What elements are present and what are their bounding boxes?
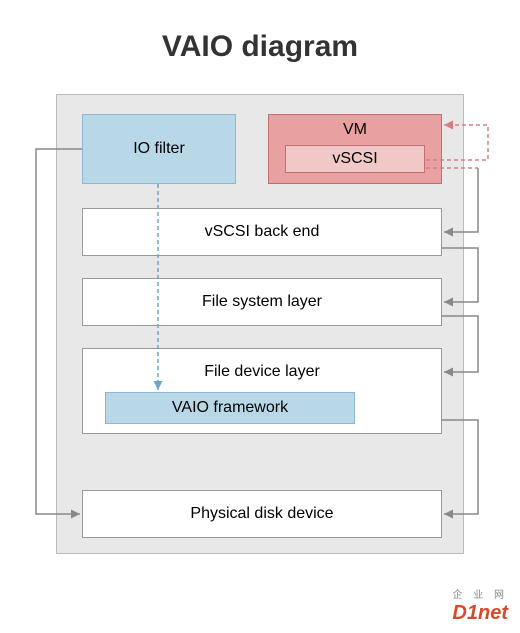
io-filter-label: IO filter <box>133 140 185 158</box>
file-system-box: File system layer <box>82 278 442 326</box>
vaio-framework-box: VAIO framework <box>105 392 355 424</box>
vscsi-backend-label: vSCSI back end <box>205 223 320 241</box>
vscsi-box: vSCSI <box>285 145 425 173</box>
physical-disk-box: Physical disk device <box>82 490 442 538</box>
file-device-label: File device layer <box>204 363 320 381</box>
page-title: VAIO diagram <box>0 0 520 84</box>
vm-box: VM vSCSI <box>268 114 442 184</box>
vscsi-backend-box: vSCSI back end <box>82 208 442 256</box>
file-system-label: File system layer <box>202 293 322 311</box>
physical-disk-label: Physical disk device <box>190 505 333 523</box>
vaio-framework-label: VAIO framework <box>172 399 288 417</box>
vm-label: VM <box>343 121 367 139</box>
watermark-sub: 企 业 网 <box>452 586 508 601</box>
io-filter-box: IO filter <box>82 114 236 184</box>
vscsi-label: vSCSI <box>332 150 377 168</box>
watermark-main: D1net <box>452 602 508 625</box>
